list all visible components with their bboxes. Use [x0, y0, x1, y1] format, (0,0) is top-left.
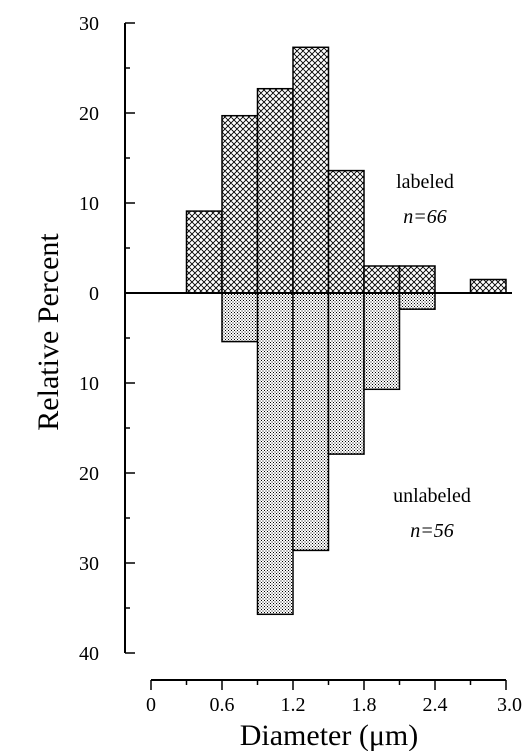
labeled-bar-0.6 — [221, 114, 259, 294]
labeled-series-label: labeled — [396, 171, 454, 193]
unlabeled-bar-1.8 — [363, 292, 401, 391]
y-tick-label: 0 — [89, 283, 99, 305]
bars-layer — [185, 46, 507, 616]
labeled-bar-1.5 — [327, 169, 365, 294]
unlabeled-series-label: unlabeled — [393, 485, 471, 507]
unlabeled-bar-1.5 — [327, 292, 365, 455]
x-tick-label: 1.2 — [281, 694, 306, 716]
labeled-bar-1.2 — [292, 46, 330, 294]
x-axis-ticks: 0 0.6 1.2 1.8 2.4 3.0 — [146, 680, 522, 716]
labeled-bar-2.1 — [398, 265, 436, 294]
labeled-bar-1.8 — [363, 265, 401, 294]
y-axis-title: Relative Percent — [32, 233, 65, 431]
x-tick-label: 0.6 — [210, 694, 235, 716]
x-tick-label: 0 — [146, 694, 156, 716]
y-axis-ticks: 30 20 10 0 10 20 30 40 — [79, 13, 135, 665]
unlabeled-bar-1.2 — [292, 292, 330, 552]
y-tick-label: 10 — [79, 373, 99, 395]
x-axis-title: Diameter (μm) — [240, 719, 419, 751]
labeled-bar-0.3 — [185, 210, 223, 294]
unlabeled-sample-size: n=56 — [410, 520, 454, 542]
unlabeled-bar-2.1 — [398, 292, 436, 310]
labeled-bar-0.9 — [256, 87, 294, 294]
y-tick-label: 20 — [79, 463, 99, 485]
x-tick-label: 1.8 — [352, 694, 377, 716]
y-tick-label: 30 — [79, 13, 99, 35]
y-tick-label: 20 — [79, 103, 99, 125]
series-labels: labeled n=66 unlabeled n=56 — [393, 171, 471, 542]
y-tick-label: 30 — [79, 553, 99, 575]
x-tick-label: 3.0 — [497, 694, 522, 716]
y-tick-label: 40 — [79, 643, 99, 665]
unlabeled-bar-0.6 — [221, 292, 259, 343]
x-tick-label: 2.4 — [423, 694, 448, 716]
unlabeled-bar-0.9 — [256, 292, 294, 616]
y-tick-label: 10 — [79, 193, 99, 215]
labeled-sample-size: n=66 — [403, 206, 447, 228]
labeled-bar-2.7 — [469, 278, 507, 294]
